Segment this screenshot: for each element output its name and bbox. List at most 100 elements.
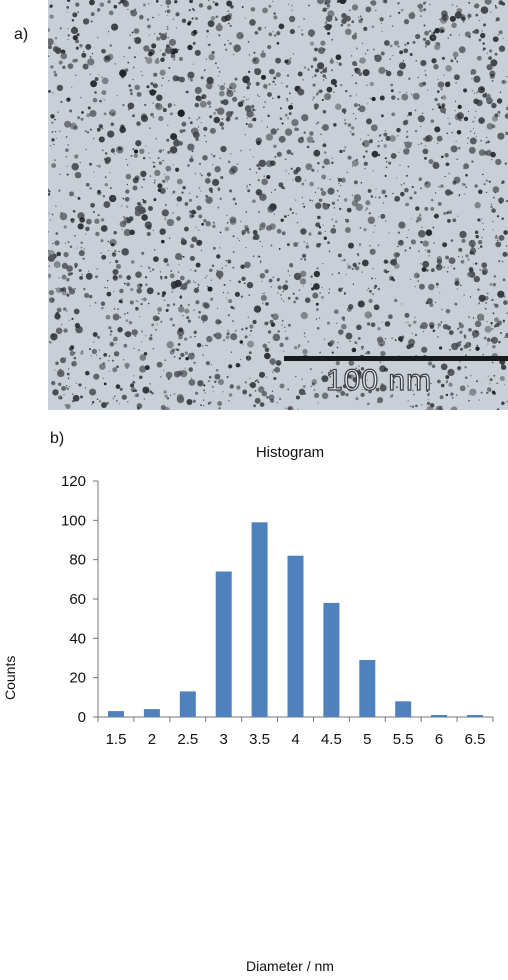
nanoparticle-dot (98, 164, 101, 168)
nanoparticle-dot (200, 190, 202, 192)
nanoparticle-dot (367, 103, 369, 105)
nanoparticle-dot (287, 270, 290, 272)
nanoparticle-dot (297, 242, 300, 244)
nanoparticle-dot (175, 138, 178, 141)
nanoparticle-dot (493, 65, 495, 68)
nanoparticle-dot (133, 37, 136, 40)
nanoparticle-dot (214, 62, 217, 65)
nanoparticle-dot (223, 283, 226, 286)
nanoparticle-dot (417, 3, 424, 9)
nanoparticle-dot (71, 162, 79, 171)
nanoparticle-dot (311, 287, 315, 291)
nanoparticle-dot (302, 285, 304, 287)
nanoparticle-dot (167, 150, 171, 154)
nanoparticle-dot (329, 339, 335, 345)
histogram-bar (323, 602, 340, 717)
nanoparticle-dot (269, 175, 271, 177)
nanoparticle-dot (115, 384, 121, 389)
nanoparticle-dot (379, 361, 382, 364)
nanoparticle-dot (78, 383, 82, 387)
x-axis-label: Diameter / nm (246, 958, 334, 974)
nanoparticle-dot (433, 213, 439, 219)
nanoparticle-dot (54, 118, 56, 121)
nanoparticle-dot (70, 26, 79, 35)
nanoparticle-dot (319, 292, 321, 294)
nanoparticle-dot (254, 397, 261, 404)
nanoparticle-dot (325, 66, 328, 69)
nanoparticle-dot (468, 267, 474, 273)
nanoparticle-dot (207, 20, 215, 28)
nanoparticle-dot (321, 98, 324, 102)
nanoparticle-dot (397, 45, 400, 48)
nanoparticle-dot (327, 96, 330, 98)
nanoparticle-dot (368, 212, 371, 215)
nanoparticle-dot (432, 162, 440, 169)
y-tick-label: 40 (69, 630, 86, 647)
nanoparticle-dot (164, 276, 168, 279)
nanoparticle-dot (493, 303, 496, 306)
nanoparticle-dot (355, 82, 358, 85)
nanoparticle-dot (309, 232, 311, 234)
nanoparticle-dot (200, 76, 204, 80)
nanoparticle-dot (354, 67, 358, 72)
nanoparticle-dot (181, 121, 187, 127)
nanoparticle-dot (422, 137, 426, 141)
nanoparticle-dot (476, 91, 478, 94)
nanoparticle-dot (438, 346, 443, 350)
nanoparticle-dot (93, 392, 96, 394)
nanoparticle-dot (141, 251, 145, 255)
nanoparticle-dot (389, 15, 392, 17)
nanoparticle-dot (362, 142, 365, 146)
nanoparticle-dot (121, 298, 123, 300)
nanoparticle-dot (280, 298, 283, 300)
nanoparticle-dot (277, 285, 282, 290)
nanoparticle-dot (235, 116, 239, 120)
nanoparticle-dot (367, 402, 370, 406)
nanoparticle-dot (366, 350, 371, 355)
nanoparticle-dot (280, 218, 284, 222)
nanoparticle-dot (290, 265, 293, 268)
nanoparticle-dot (397, 245, 399, 248)
nanoparticle-dot (166, 9, 171, 14)
nanoparticle-dot (276, 41, 280, 45)
nanoparticle-dot (489, 73, 495, 79)
nanoparticle-dot (414, 384, 417, 386)
nanoparticle-dot (404, 141, 412, 149)
nanoparticle-dot (113, 308, 116, 310)
nanoparticle-dot (420, 263, 422, 265)
nanoparticle-dot (110, 148, 116, 153)
nanoparticle-dot (206, 345, 208, 347)
nanoparticle-dot (187, 71, 195, 79)
nanoparticle-dot (488, 49, 493, 53)
nanoparticle-dot (351, 348, 354, 351)
nanoparticle-dot (69, 109, 73, 113)
nanoparticle-dot (188, 78, 190, 80)
nanoparticle-dot (152, 84, 156, 88)
nanoparticle-dot (276, 228, 282, 234)
nanoparticle-dot (152, 116, 155, 118)
nanoparticle-dot (301, 196, 303, 198)
nanoparticle-dot (319, 351, 321, 354)
nanoparticle-dot (424, 30, 429, 36)
nanoparticle-dot (93, 341, 95, 343)
nanoparticle-dot (349, 340, 351, 342)
nanoparticle-dot (202, 155, 208, 161)
nanoparticle-dot (201, 96, 204, 99)
nanoparticle-dot (368, 289, 372, 293)
nanoparticle-dot (147, 266, 151, 270)
nanoparticle-dot (64, 404, 66, 406)
nanoparticle-dot (89, 128, 92, 131)
nanoparticle-dot (268, 32, 273, 37)
nanoparticle-dot (494, 235, 498, 240)
nanoparticle-dot (384, 157, 387, 160)
nanoparticle-dot (272, 31, 274, 33)
panel-b-label: b) (50, 430, 65, 447)
nanoparticle-dot (132, 177, 139, 184)
nanoparticle-dot (122, 0, 130, 8)
nanoparticle-dot (463, 116, 469, 122)
nanoparticle-dot (441, 308, 443, 311)
nanoparticle-dot (383, 144, 387, 148)
nanoparticle-dot (355, 367, 357, 369)
nanoparticle-dot (274, 188, 277, 191)
nanoparticle-dot (483, 336, 487, 340)
